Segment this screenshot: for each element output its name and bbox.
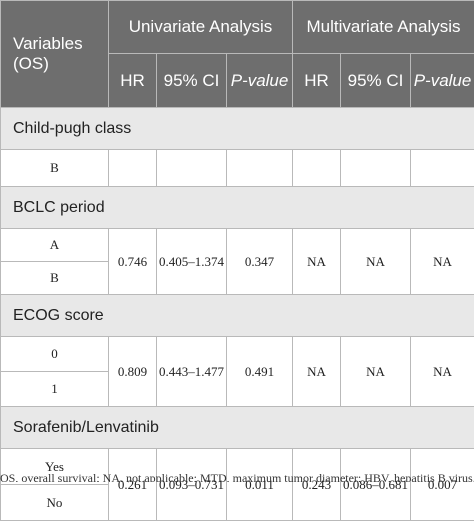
uni-ci-header: 95% CI — [157, 54, 227, 108]
multi-ci-cell: 0.086–0.681 — [341, 449, 411, 521]
univariate-header: Univariate Analysis — [109, 1, 293, 54]
level-label: No — [1, 485, 109, 521]
uni-hr-cell: 0.746 — [109, 229, 157, 295]
uni-hr-cell — [109, 150, 157, 187]
uni-p-cell: 0.347 — [227, 229, 293, 295]
multi-ci-header: 95% CI — [341, 54, 411, 108]
uni-ci-cell — [157, 150, 227, 187]
uni-ci-cell: 0.405–1.374 — [157, 229, 227, 295]
uni-p-cell: 0.491 — [227, 337, 293, 407]
uni-pvalue-header: P-value — [227, 54, 293, 108]
section-title: Sorafenib/Lenvatinib — [1, 407, 474, 449]
multivariate-header: Multivariate Analysis — [293, 1, 474, 54]
multi-p-cell: 0.007 — [411, 449, 474, 521]
table-footnote: OS, overall survival; NA, not applicable… — [0, 472, 474, 482]
section-title: Child-pugh class — [1, 108, 474, 150]
level-label: A — [1, 229, 109, 262]
multi-hr-cell — [293, 150, 341, 187]
section-title: BCLC period — [1, 187, 474, 229]
multi-p-cell: NA — [411, 337, 474, 407]
multi-ci-cell: NA — [341, 337, 411, 407]
uni-ci-cell: 0.093–0.731 — [157, 449, 227, 521]
multi-pvalue-header: P-value — [411, 54, 474, 108]
multi-ci-cell: NA — [341, 229, 411, 295]
uni-hr-cell: 0.261 — [109, 449, 157, 521]
level-label: 0 — [1, 337, 109, 372]
uni-p-cell — [227, 150, 293, 187]
multi-hr-cell: NA — [293, 337, 341, 407]
section-title: ECOG score — [1, 295, 474, 337]
level-label: B — [1, 262, 109, 295]
multi-p-cell — [411, 150, 474, 187]
level-label: 1 — [1, 372, 109, 407]
uni-hr-header: HR — [109, 54, 157, 108]
uni-hr-cell: 0.809 — [109, 337, 157, 407]
variables-header: Variables (OS) — [1, 1, 109, 108]
multi-hr-cell: 0.243 — [293, 449, 341, 521]
uni-ci-cell: 0.443–1.477 — [157, 337, 227, 407]
multi-hr-header: HR — [293, 54, 341, 108]
multi-p-cell: NA — [411, 229, 474, 295]
uni-p-cell: 0.011 — [227, 449, 293, 521]
multi-hr-cell: NA — [293, 229, 341, 295]
level-label: B — [1, 150, 109, 187]
multi-ci-cell — [341, 150, 411, 187]
